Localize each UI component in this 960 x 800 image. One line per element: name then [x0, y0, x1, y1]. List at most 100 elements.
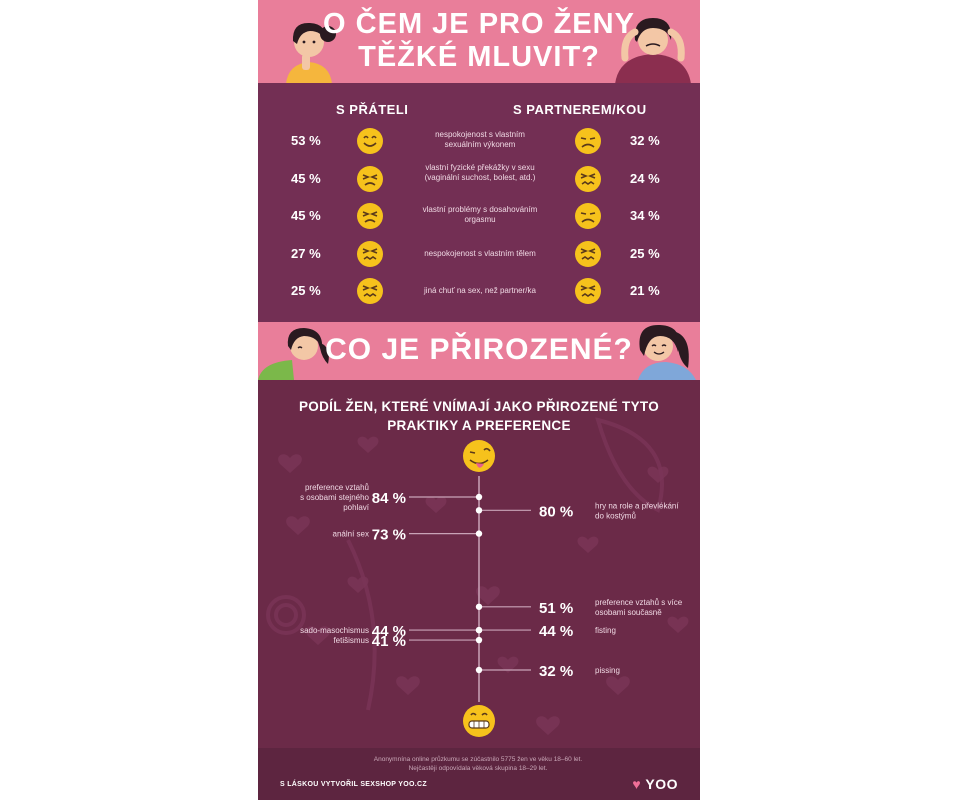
timeline-label: fetišismus	[333, 636, 369, 645]
topic-label-line1: jiná chuť na sex, než partner/ka	[424, 286, 536, 295]
partner-percent: 32 %	[630, 133, 660, 148]
topic-label-line1: nespokojenost s vlastním	[435, 130, 525, 139]
squinting-face-icon	[357, 166, 383, 192]
confounded-face-icon	[575, 241, 601, 267]
table-row: 53 % nespokojenost s vlastním sexuálním …	[258, 123, 700, 159]
heart-icon: ♥	[632, 776, 642, 792]
smiling-face-icon	[357, 128, 383, 154]
timeline-dot	[475, 603, 483, 610]
grimacing-face-icon	[463, 705, 495, 737]
partner-percent: 24 %	[630, 171, 660, 186]
timeline-label: preference vztahů	[305, 483, 369, 492]
timeline-label: fisting	[595, 626, 616, 635]
timeline-item: 73 %anální sex	[333, 527, 483, 544]
table-row: 25 % jiná chuť na sex, než partner/ka 21…	[258, 273, 700, 309]
timeline-value: 32 %	[539, 663, 573, 680]
topic-label-line1: vlastní fyzické překážky v sexu	[425, 163, 535, 172]
confounded-face-icon	[575, 166, 601, 192]
infographic: O ČEM JE PRO ŽENY TĚŽKÉ MLUVIT? S PŘÁTEL…	[258, 0, 700, 800]
timeline-label: pohlaví	[343, 503, 370, 512]
table-row: 45 % vlastní fyzické překážky v sexu (va…	[258, 161, 700, 197]
timeline-value: 41 %	[372, 633, 406, 650]
section2-title: CO JE PŘIROZENÉ?	[325, 333, 633, 366]
confounded-face-icon	[357, 241, 383, 267]
topic-label-line2: sexuálním výkonem	[444, 140, 516, 149]
col-header-friends: S PŘÁTELI	[336, 102, 409, 117]
chart-title-line1: PODÍL ŽEN, KTERÉ VNÍMAJÍ JAKO PŘIROZENÉ …	[299, 399, 659, 414]
squinting-face-icon	[357, 203, 383, 229]
stressed-woman-illustration	[615, 18, 691, 84]
timeline-item: 32 % pissing	[475, 663, 620, 680]
natural-practices-chart: PODÍL ŽEN, KTERÉ VNÍMAJÍ JAKO PŘIROZENÉ …	[258, 380, 700, 748]
header-band-2: CO JE PŘIROZENÉ?	[258, 322, 700, 380]
topic-label: vlastní problémy s dosahováním orgasmu	[400, 205, 560, 225]
col-header-partner: S PARTNEREM/KOU	[513, 102, 647, 117]
partner-percent: 34 %	[630, 208, 660, 223]
timeline-value: 44 %	[539, 623, 573, 640]
friends-percent: 25 %	[291, 283, 321, 298]
brand-logo[interactable]: ♥ YOO	[632, 776, 678, 792]
timeline-dot	[475, 530, 483, 537]
partner-percent: 25 %	[630, 246, 660, 261]
topic-label-line2: (vaginální suchost, bolest, atd.)	[424, 173, 536, 182]
timeline-label: hry na role a převlékání	[595, 501, 679, 510]
topic-label: jiná chuť na sex, než partner/ka	[400, 286, 560, 296]
section1-title: O ČEM JE PRO ŽENY TĚŽKÉ MLUVIT?	[258, 8, 700, 74]
topic-label: nespokojenost s vlastním sexuálním výkon…	[400, 130, 560, 150]
timeline-label: s osobami stejného	[300, 493, 369, 502]
section1-title-line1: O ČEM JE PRO ŽENY	[323, 8, 635, 40]
frowning-face-icon	[575, 203, 601, 229]
survey-note-line1: Anonymnína online průzkumu se zúčastnilo…	[373, 756, 583, 763]
timeline-value: 84 %	[372, 490, 406, 507]
timeline-dot	[475, 626, 483, 634]
relaxed-woman-illustration	[258, 328, 329, 380]
timeline-label: sado-masochismus	[300, 626, 369, 635]
timeline-value: 44 %	[372, 623, 406, 640]
tongue-face-icon	[463, 440, 495, 472]
timeline-dot	[475, 666, 483, 674]
timeline-label: anální sex	[333, 530, 369, 539]
timeline-dot	[475, 493, 483, 501]
timeline-value: 80 %	[539, 503, 573, 520]
confounded-face-icon	[575, 278, 601, 304]
header-band-1: O ČEM JE PRO ŽENY TĚŽKÉ MLUVIT?	[258, 0, 700, 84]
friends-percent: 45 %	[291, 208, 321, 223]
timeline-label: preference vztahů s více	[595, 598, 683, 607]
timeline-value: 51 %	[539, 600, 573, 617]
section1-title-line2: TĚŽKÉ MLUVIT?	[358, 41, 600, 73]
timeline-item: 44 % fisting	[475, 623, 616, 640]
timeline-item: 41 %fetišismus	[333, 633, 483, 650]
timeline-label: osobami současně	[595, 608, 662, 617]
table-row: 27 % nespokojenost s vlastním tělem 25 %	[258, 236, 700, 272]
topic-label: nespokojenost s vlastním tělem	[400, 249, 560, 259]
topic-label-line1: nespokojenost s vlastním tělem	[424, 249, 536, 258]
table-row: 45 % vlastní problémy s dosahováním orga…	[258, 198, 700, 234]
survey-note: Anonymnína online průzkumu se zúčastnilo…	[338, 755, 618, 773]
timeline-dot	[475, 507, 483, 514]
topic-label: vlastní fyzické překážky v sexu (vaginál…	[400, 163, 560, 183]
partner-percent: 21 %	[630, 283, 660, 298]
frowning-face-icon	[575, 128, 601, 154]
logo-text: YOO	[645, 776, 678, 792]
happy-woman-illustration	[638, 324, 696, 380]
friends-percent: 45 %	[291, 171, 321, 186]
timeline-label: do kostýmů	[595, 511, 636, 520]
hearts-background-pattern	[266, 417, 689, 735]
friends-percent: 53 %	[291, 133, 321, 148]
survey-note-line2: Nejčastěji odpovídala věková skupina 18–…	[408, 765, 548, 772]
topic-label-line1: vlastní problémy s dosahováním	[422, 205, 538, 214]
timeline-label: pissing	[595, 666, 620, 675]
credit-text: S LÁSKOU VYTVOŘIL SEXSHOP YOO.CZ	[280, 781, 427, 788]
chart-title-line2: PRAKTIKY A PREFERENCE	[387, 418, 571, 433]
footer: Anonymnína online průzkumu se zúčastnilo…	[258, 748, 700, 800]
friends-percent: 27 %	[291, 246, 321, 261]
timeline-dot	[475, 636, 483, 644]
thinking-woman-illustration	[286, 22, 336, 84]
confounded-face-icon	[357, 278, 383, 304]
section1-table: S PŘÁTELI S PARTNEREM/KOU 53 % nespokoje…	[258, 83, 700, 322]
